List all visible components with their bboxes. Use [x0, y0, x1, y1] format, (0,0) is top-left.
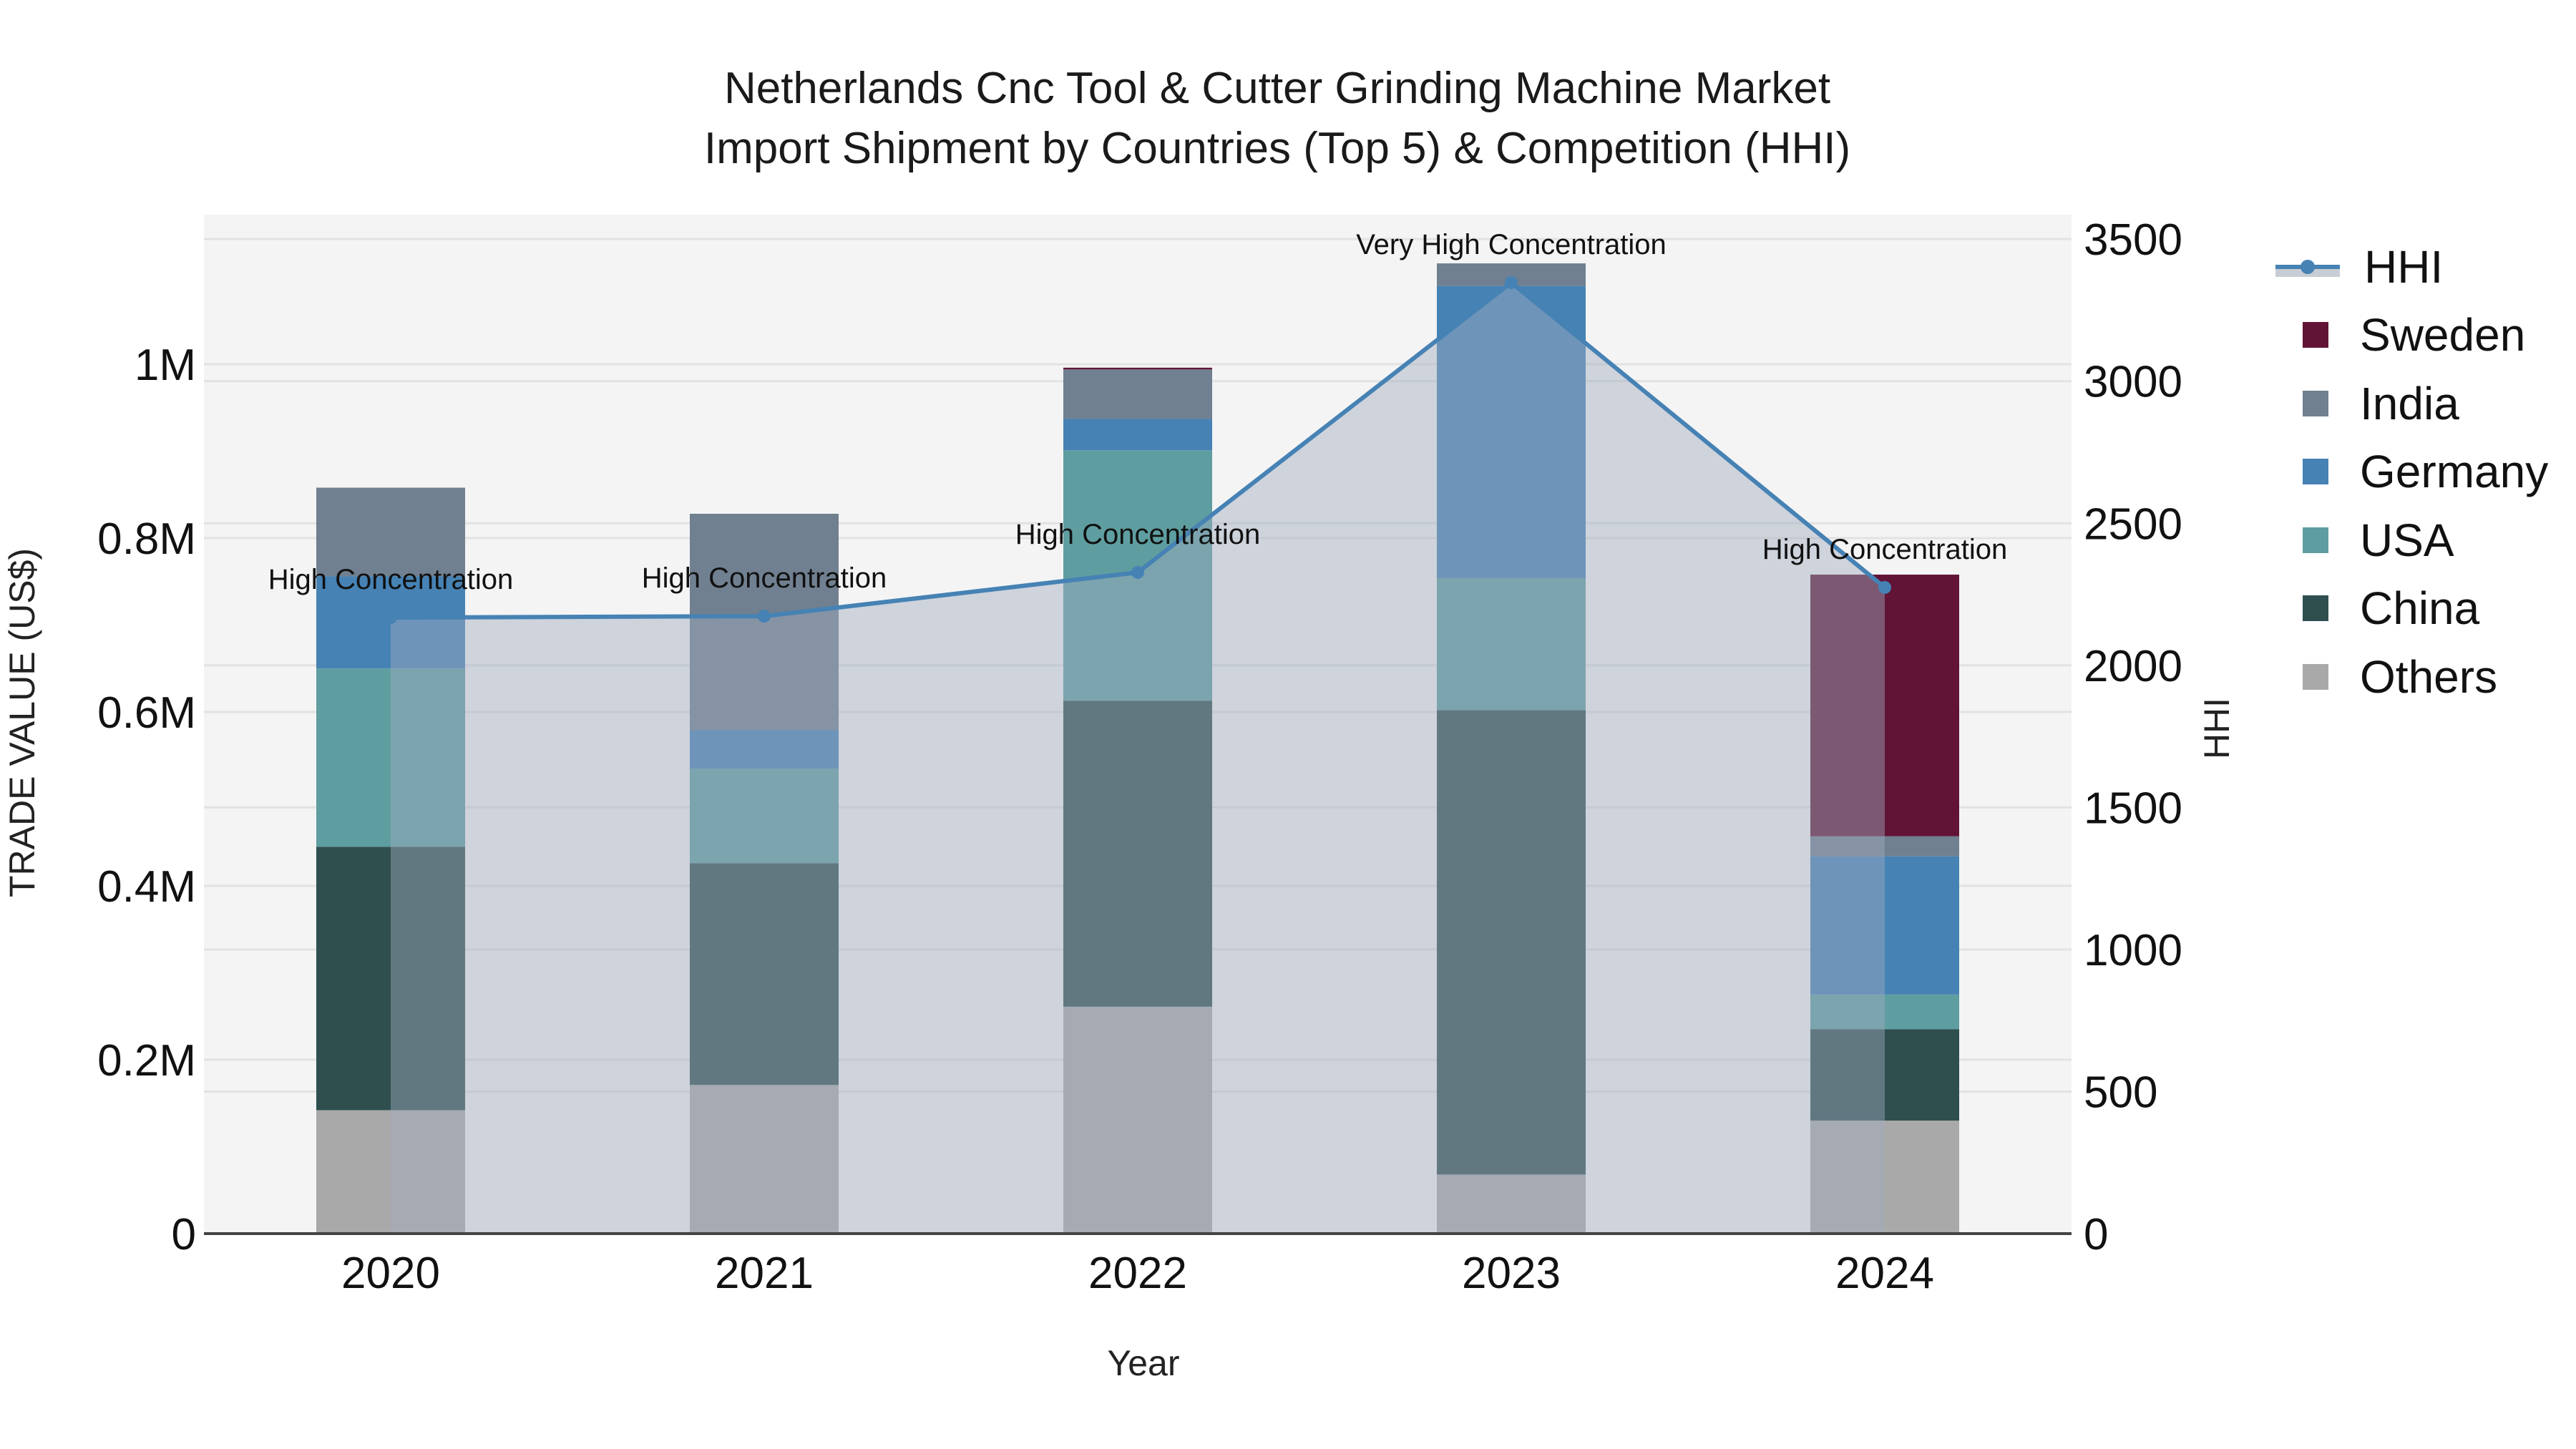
hhi-annotation: Very High Concentration	[1356, 229, 1667, 260]
bar-segment-germany[interactable]	[1063, 419, 1212, 451]
y2-tick-label: 3500	[2084, 215, 2182, 265]
legend-label: Others	[2360, 650, 2498, 703]
y2-tick-label: 0	[2084, 1210, 2108, 1259]
legend-label: India	[2360, 377, 2459, 429]
y2-tick-label: 3000	[2084, 358, 2182, 407]
y-tick-label: 1M	[135, 341, 196, 390]
hhi-annotation: High Concentration	[1015, 519, 1260, 550]
legend-item-china[interactable]: China	[2275, 575, 2548, 643]
color-swatch-icon	[2303, 595, 2328, 622]
hhi-marker[interactable]	[1505, 275, 1518, 289]
hhi-marker[interactable]	[758, 610, 771, 623]
bar-segment-others[interactable]	[316, 1110, 465, 1234]
legend-item-india[interactable]: India	[2275, 369, 2548, 438]
legend-item-germany[interactable]: Germany	[2275, 438, 2548, 507]
bar-segment-germany[interactable]	[1810, 856, 1959, 995]
bar-segment-sweden[interactable]	[1063, 367, 1212, 370]
legend-label: Sweden	[2360, 309, 2526, 361]
bar-segment-others[interactable]	[1063, 1006, 1212, 1234]
x-tick-label: 2024	[1835, 1249, 1934, 1298]
y-tick-label: 0.6M	[97, 688, 196, 738]
color-swatch-icon	[2303, 322, 2328, 348]
color-swatch-icon	[2303, 390, 2328, 416]
hhi-marker[interactable]	[1878, 580, 1891, 594]
legend-label: Germany	[2360, 446, 2549, 498]
y2-tick-label: 2500	[2084, 499, 2182, 549]
hhi-annotation: High Concentration	[642, 562, 887, 594]
hhi-area	[391, 282, 1885, 1234]
y-axis-title: TRADE VALUE (US$)	[2, 548, 42, 897]
x-tick-label: 2023	[1462, 1249, 1561, 1298]
legend-item-others[interactable]: Others	[2275, 643, 2548, 711]
x-tick-label: 2020	[341, 1249, 440, 1298]
bar-segment-china[interactable]	[316, 847, 465, 1111]
y-tick-label: 0.8M	[97, 514, 196, 564]
legend-label: HHI	[2364, 240, 2444, 293]
legend-item-hhi[interactable]: HHI	[2275, 233, 2548, 301]
bar-segment-china[interactable]	[1437, 710, 1586, 1175]
legend-item-sweden[interactable]: Sweden	[2275, 301, 2548, 370]
chart-title-line2: Import Shipment by Countries (Top 5) & C…	[703, 124, 1851, 173]
bar-segment-china[interactable]	[1810, 1029, 1959, 1121]
color-swatch-icon	[2303, 459, 2328, 485]
bar-segment-india[interactable]	[1810, 836, 1959, 857]
bar-segment-germany[interactable]	[1437, 286, 1586, 578]
bar-segment-usa[interactable]	[316, 668, 465, 847]
hhi-annotation: High Concentration	[268, 564, 513, 595]
chart-title-line1: Netherlands Cnc Tool & Cutter Grinding M…	[723, 64, 1831, 113]
y2-tick-label: 2000	[2084, 642, 2182, 691]
bar-segment-china[interactable]	[690, 863, 839, 1085]
bar-segment-sweden[interactable]	[1810, 575, 1959, 836]
y-tick-label: 0.2M	[97, 1036, 196, 1085]
legend: HHI Sweden India Germany USA China Others	[2275, 233, 2548, 711]
bar-segment-india[interactable]	[316, 487, 465, 577]
bar-segment-india[interactable]	[1063, 369, 1212, 419]
bar-segment-others[interactable]	[690, 1085, 839, 1234]
x-tick-label: 2021	[715, 1249, 814, 1298]
y-tick-label: 0.4M	[97, 862, 196, 912]
hhi-marker[interactable]	[1131, 565, 1144, 579]
bar-segment-china[interactable]	[1063, 701, 1212, 1007]
hhi-annotation: High Concentration	[1762, 534, 2007, 565]
y2-tick-label: 1500	[2084, 784, 2182, 833]
y2-tick-label: 500	[2084, 1068, 2157, 1117]
bar-segment-germany[interactable]	[690, 730, 839, 769]
y2-tick-label: 1000	[2084, 926, 2182, 975]
x-tick-label: 2022	[1088, 1249, 1187, 1298]
color-swatch-icon	[2303, 527, 2328, 553]
bar-segment-usa[interactable]	[1437, 577, 1586, 711]
x-axis-title: Year	[1107, 1343, 1179, 1383]
line-marker-icon	[2275, 256, 2340, 278]
legend-label: China	[2360, 582, 2480, 635]
y-tick-label: 0	[172, 1210, 196, 1259]
legend-label: USA	[2360, 514, 2454, 566]
hhi-marker[interactable]	[384, 611, 397, 625]
bar-segment-others[interactable]	[1437, 1174, 1586, 1234]
bar-segment-usa[interactable]	[1810, 994, 1959, 1030]
y2-axis-title: HHI	[2197, 698, 2237, 759]
legend-item-usa[interactable]: USA	[2275, 506, 2548, 575]
bar-segment-others[interactable]	[1810, 1121, 1959, 1234]
color-swatch-icon	[2303, 663, 2328, 690]
bar-segment-usa[interactable]	[690, 768, 839, 864]
